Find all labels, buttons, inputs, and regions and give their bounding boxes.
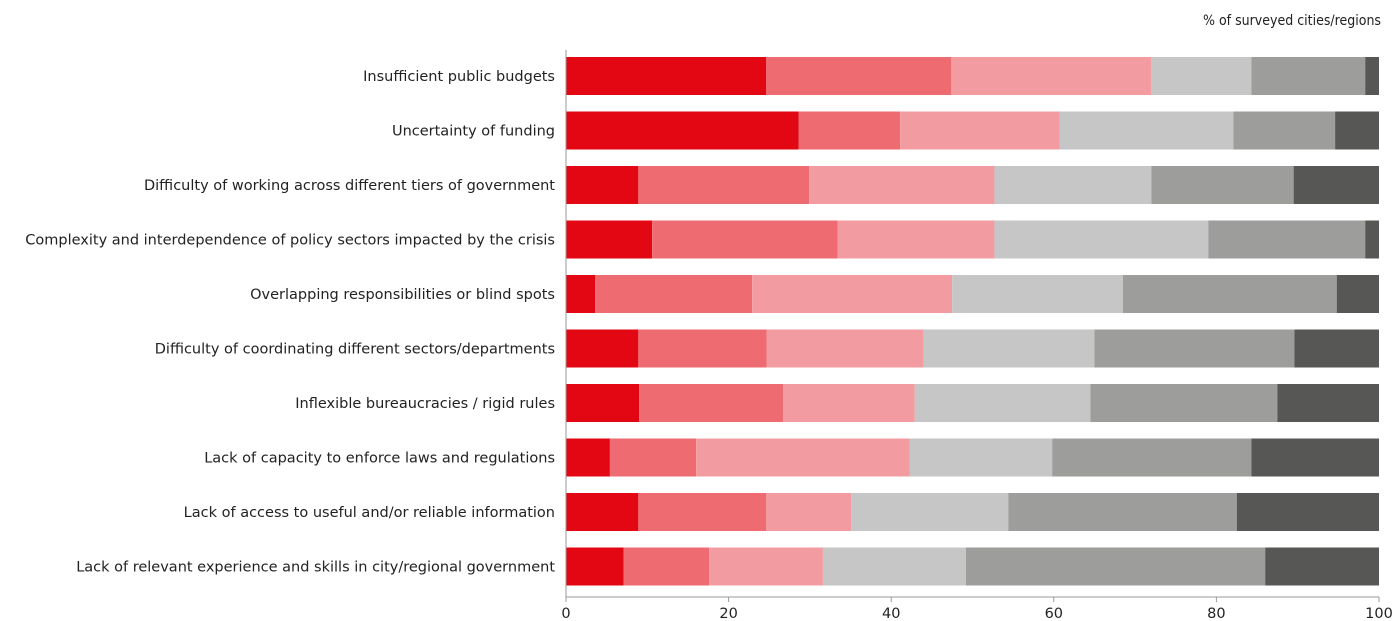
x-tick-label: 80: [1207, 606, 1225, 621]
bar-segment: [1008, 493, 1237, 531]
bar-segment: [1365, 220, 1379, 259]
bar-segment: [837, 220, 995, 259]
bar-segment: [766, 329, 924, 368]
bar-segment: [566, 438, 610, 477]
category-label: Lack of capacity to enforce laws and reg…: [204, 451, 555, 467]
category-label: Lack of access to useful and/or reliable…: [184, 505, 555, 521]
bar-segment: [923, 329, 1095, 368]
bar-segment: [1335, 111, 1379, 150]
bar-segment: [566, 220, 653, 259]
bar-segment: [566, 384, 640, 422]
bar-segment: [696, 438, 910, 477]
category-label: Uncertainty of funding: [392, 124, 555, 140]
bar-segment: [1251, 57, 1366, 95]
bar-segment: [994, 166, 1152, 204]
bar-segment: [638, 493, 766, 531]
bar-segment: [994, 220, 1209, 259]
category-label: Difficulty of coordinating different sec…: [155, 342, 555, 358]
bar-segment: [1251, 438, 1379, 477]
bar-segment: [566, 275, 596, 313]
x-tick-label: 60: [1045, 606, 1063, 621]
bar-segment: [809, 166, 995, 204]
bar-segment: [965, 547, 1266, 586]
bar-segment: [798, 111, 901, 150]
bar-segment: [652, 220, 838, 259]
bar-segment: [909, 438, 1053, 477]
bar-segment: [851, 493, 1009, 531]
category-label: Complexity and interdependence of policy…: [25, 233, 555, 249]
bar-segment: [783, 384, 915, 422]
bar-segment: [639, 384, 784, 422]
bar-segment: [1151, 57, 1252, 95]
bar-segment: [914, 384, 1091, 422]
bar-segment: [1365, 57, 1379, 95]
bar-segment: [1265, 547, 1379, 586]
bar-segment: [1090, 384, 1278, 422]
bar-segment: [1336, 275, 1379, 313]
bar-segment: [1236, 493, 1379, 531]
bar-segment: [566, 329, 639, 368]
bar-segment: [709, 547, 823, 586]
bar-segment: [752, 275, 953, 313]
x-tick-label: 0: [561, 606, 570, 621]
bar-segment: [1208, 220, 1366, 259]
bar-segment: [1233, 111, 1336, 150]
bar-segment: [1294, 329, 1379, 368]
bar-segment: [566, 547, 624, 586]
bar-segment: [952, 275, 1123, 313]
bar-segment: [566, 57, 766, 95]
bar-segment: [1059, 111, 1234, 150]
bar-segment: [595, 275, 753, 313]
x-tick-label: 40: [882, 606, 900, 621]
bar-segment: [765, 493, 852, 531]
category-label: Inflexible bureaucracies / rigid rules: [295, 396, 555, 412]
bar-segment: [1052, 438, 1252, 477]
category-label: Insufficient public budgets: [363, 69, 555, 85]
category-label: Lack of relevant experience and skills i…: [76, 560, 555, 576]
bar-segment: [1151, 166, 1294, 204]
bar-segment: [566, 166, 639, 204]
bar-segment: [1277, 384, 1379, 422]
category-label: Difficulty of working across different t…: [144, 178, 555, 194]
bar-segment: [951, 57, 1152, 95]
unit-label: % of surveyed cities/regions: [1202, 13, 1381, 29]
bar-segment: [822, 547, 966, 586]
bar-segment: [609, 438, 697, 477]
bar-segment: [566, 493, 639, 531]
bar-segment: [623, 547, 710, 586]
x-tick-label: 100: [1365, 606, 1393, 621]
x-tick-label: 20: [719, 606, 737, 621]
bar-segment: [1094, 329, 1295, 368]
bar-segment: [638, 329, 767, 368]
bar-segment: [1122, 275, 1337, 313]
bar-segment: [900, 111, 1060, 150]
bar-segment: [765, 57, 952, 95]
bar-segment: [566, 111, 799, 150]
bar-segment: [638, 166, 810, 204]
category-label: Overlapping responsibilities or blind sp…: [250, 287, 555, 303]
bar-segment: [1293, 166, 1379, 204]
